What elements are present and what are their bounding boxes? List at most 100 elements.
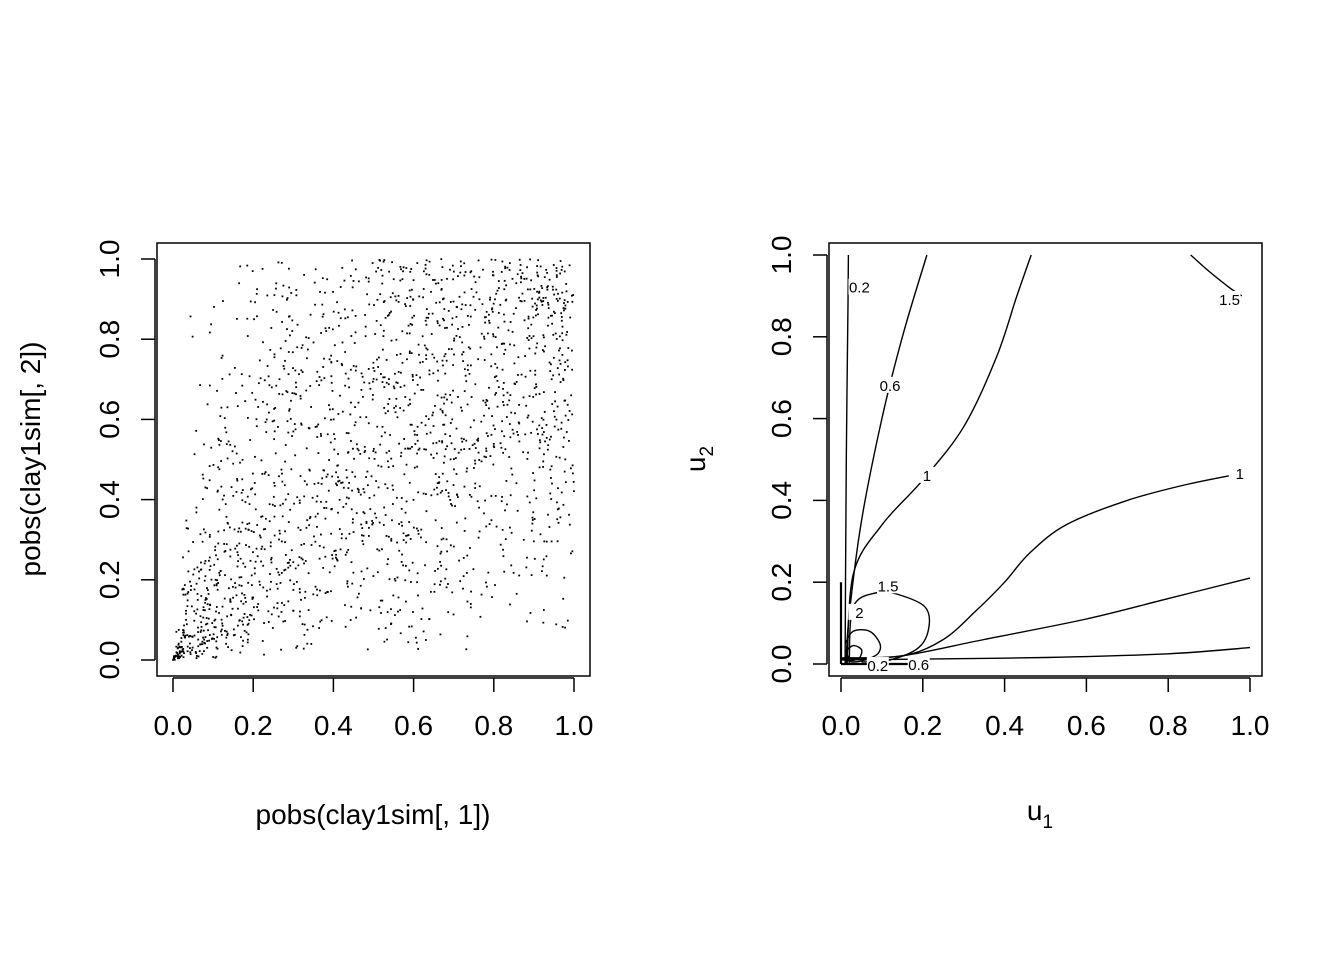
scatter-point — [551, 285, 554, 288]
scatter-point — [510, 531, 513, 534]
scatter-point — [569, 316, 572, 319]
scatter-point — [549, 468, 552, 471]
scatter-point — [246, 335, 249, 337]
scatter-point — [208, 568, 211, 571]
scatter-point — [559, 347, 561, 350]
scatter-point — [205, 617, 208, 619]
scatter-point — [216, 489, 219, 492]
scatter-point — [200, 595, 203, 597]
scatter-point — [495, 525, 498, 528]
scatter-point — [446, 445, 449, 448]
scatter-point — [465, 572, 468, 574]
scatter-point — [251, 270, 254, 273]
scatter-point — [284, 498, 287, 501]
scatter-point — [182, 629, 185, 632]
scatter-point — [346, 316, 349, 319]
scatter-point — [452, 278, 455, 281]
scatter-point — [405, 534, 407, 537]
scatter-point — [383, 300, 386, 302]
scatter-point — [324, 327, 327, 330]
scatter-point — [561, 332, 564, 335]
scatter-point — [287, 566, 290, 569]
scatter-point — [553, 410, 555, 413]
scatter-point — [271, 503, 274, 506]
scatter-point — [273, 419, 276, 422]
scatter-point — [470, 270, 473, 273]
scatter-point — [262, 564, 265, 567]
scatter-point — [382, 335, 385, 338]
scatter-point — [278, 393, 281, 395]
scatter-x-axis: 0.0 0.2 0.4 0.6 0.8 1.0 — [154, 677, 593, 741]
scatter-point — [401, 361, 404, 364]
scatter-point — [502, 387, 504, 390]
scatter-point — [422, 630, 425, 633]
scatter-point — [258, 534, 261, 537]
scatter-point — [221, 354, 224, 357]
scatter-point — [195, 429, 198, 432]
scatter-point — [288, 409, 291, 412]
scatter-point — [440, 396, 443, 399]
scatter-point — [408, 521, 411, 523]
scatter-point — [399, 352, 402, 355]
scatter-point — [184, 636, 186, 639]
scatter-point — [518, 574, 521, 577]
scatter-point — [272, 309, 274, 311]
scatter-point — [326, 278, 329, 281]
scatter-point — [416, 383, 419, 386]
scatter-point — [304, 596, 306, 599]
scatter-point — [275, 568, 278, 570]
scatter-point — [264, 471, 267, 474]
scatter-point — [246, 616, 249, 618]
scatter-point — [556, 540, 559, 543]
scatter-point — [232, 494, 235, 497]
scatter-point — [441, 490, 444, 492]
scatter-point — [387, 558, 389, 561]
scatter-point — [438, 440, 441, 443]
scatter-point — [361, 534, 363, 537]
scatter-point — [535, 304, 538, 307]
scatter-point — [469, 347, 472, 350]
scatter-point — [320, 379, 323, 382]
scatter-point — [449, 499, 452, 501]
scatter-point — [483, 335, 485, 338]
scatter-point — [554, 312, 556, 315]
scatter-point — [521, 272, 524, 275]
scatter-point — [262, 528, 265, 531]
scatter-point — [502, 548, 504, 551]
scatter-point — [396, 416, 399, 419]
scatter-point — [185, 527, 188, 530]
scatter-point — [263, 472, 266, 475]
scatter-point — [483, 455, 486, 458]
scatter-point — [354, 314, 357, 317]
scatter-point — [558, 297, 561, 300]
scatter-point — [539, 265, 542, 268]
scatter-point — [375, 516, 378, 519]
scatter-point — [390, 608, 392, 611]
scatter-point — [344, 604, 346, 607]
scatter-point — [261, 267, 264, 270]
scatter-point — [368, 303, 371, 306]
scatter-point — [560, 268, 563, 271]
scatter-point — [387, 314, 390, 316]
scatter-point — [555, 455, 558, 458]
scatter-point — [469, 271, 472, 274]
scatter-point — [324, 592, 327, 594]
scatter-point — [345, 502, 348, 505]
scatter-point — [269, 573, 271, 575]
scatter-point — [406, 358, 408, 361]
scatter-point — [545, 268, 548, 271]
scatter-point — [238, 584, 241, 587]
scatter-point — [344, 553, 347, 556]
scatter-point — [492, 333, 495, 336]
scatter-point — [543, 453, 545, 456]
scatter-point — [239, 461, 241, 464]
scatter-point — [500, 500, 503, 503]
scatter-point — [269, 541, 272, 544]
scatter-point — [440, 258, 443, 261]
scatter-point — [391, 261, 393, 264]
scatter-point — [478, 298, 481, 301]
scatter-point — [508, 456, 511, 458]
scatter-point — [484, 401, 487, 404]
scatter-point — [525, 277, 528, 280]
scatter-point — [185, 618, 187, 621]
